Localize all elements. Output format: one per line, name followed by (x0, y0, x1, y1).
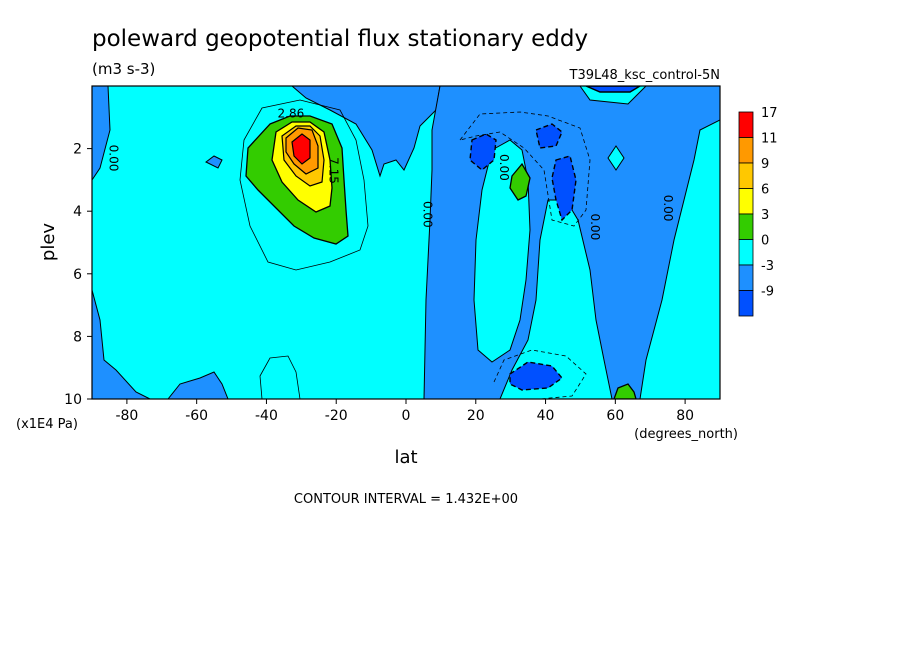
x-tick-label: 80 (676, 408, 694, 424)
legend-swatch (738, 137, 754, 164)
contour-label: 0.00 (588, 213, 602, 240)
contour-line-sh (239, 99, 369, 271)
x-tick-label: 0 (402, 408, 411, 424)
x-units-label: (degrees_north) (634, 427, 738, 442)
units-label: (m3 s-3) (92, 60, 155, 78)
y-tick-label: 8 (73, 329, 82, 345)
x-tick-label: -60 (185, 408, 208, 424)
y-axis: 2 4 6 8 10 (64, 142, 92, 408)
region-positive-right-diamond (607, 145, 625, 171)
contour-label: 0.00 (497, 154, 511, 181)
contour-label: 2.86 (278, 106, 305, 120)
legend-swatch (738, 290, 754, 317)
y-tick-label: 10 (64, 392, 82, 408)
contour-label: 0.00 (420, 201, 434, 228)
legend-swatch (738, 188, 754, 215)
y-units-label: (x1E4 Pa) (16, 417, 78, 432)
region-negative-left-edge (92, 86, 111, 181)
legend-level-label: 6 (761, 183, 769, 198)
chart-title: poleward geopotential flux stationary ed… (92, 26, 588, 52)
region-negative-bottom-left (167, 371, 229, 399)
dataset-label: T39L48_ksc_control-5N (569, 68, 720, 83)
x-axis-label: lat (394, 447, 417, 468)
contour-label: 0.00 (106, 145, 120, 172)
legend-swatch (738, 111, 754, 138)
legend-level-label: 17 (761, 106, 778, 121)
color-legend: 17 11 9 6 3 0 -3 -9 (738, 106, 778, 317)
legend-level-label: -3 (761, 259, 774, 274)
contour-label: 0.00 (661, 195, 675, 222)
x-tick-label: 20 (467, 408, 485, 424)
legend-level-label: -9 (761, 285, 774, 300)
region-core-negative-top (585, 86, 642, 93)
y-tick-label: 6 (73, 267, 82, 283)
y-axis-label: plev (38, 223, 59, 262)
region-negative-top-central (291, 86, 441, 178)
contour-line-bottom-left (259, 355, 301, 399)
legend-level-label: 11 (761, 132, 778, 147)
y-tick-label: 4 (73, 204, 82, 220)
y-tick-label: 2 (73, 142, 82, 158)
legend-swatch (738, 213, 754, 240)
x-tick-label: -80 (115, 408, 138, 424)
legend-swatch (738, 239, 754, 266)
legend-swatch (738, 162, 754, 189)
x-tick-label: -40 (255, 408, 278, 424)
legend-swatch (738, 264, 754, 291)
x-tick-label: 40 (537, 408, 555, 424)
x-axis: -80 -60 -40 -20 0 20 40 60 80 (115, 399, 694, 424)
plot-area (91, 85, 721, 400)
region-negative-left-edge-lower (92, 289, 151, 399)
contour-line-bottom-dashed (493, 349, 587, 399)
x-tick-label: -20 (325, 408, 348, 424)
x-tick-label: 60 (606, 408, 624, 424)
legend-level-label: 3 (761, 208, 769, 223)
contour-labels: 2.86 7.15 0.00 0.00 0.00 0.00 0.00 (106, 106, 675, 240)
region-positive-17 (291, 133, 311, 165)
contour-label: 7.15 (326, 157, 340, 184)
region-negative-small (205, 155, 223, 169)
region-core-negative-4 (509, 361, 564, 391)
region-positive-bottom-60 (613, 383, 637, 399)
contour-interval-note: CONTOUR INTERVAL = 1.432E+00 (294, 492, 518, 507)
region-core-negative-2 (535, 123, 563, 149)
legend-level-label: 9 (761, 157, 769, 172)
contour-line-nh-dashed (458, 111, 591, 227)
region-core-negative-3 (551, 155, 577, 222)
region-core-negative-1 (469, 133, 497, 171)
legend-level-label: 0 (761, 234, 769, 249)
region-positive-nh-core (509, 162, 531, 201)
